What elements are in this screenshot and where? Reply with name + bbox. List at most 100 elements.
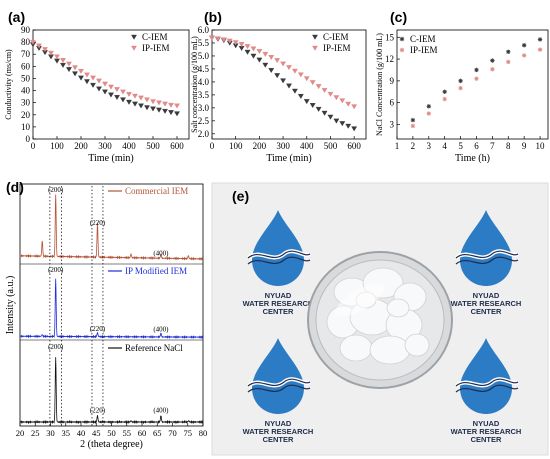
water-drop-icon xyxy=(460,210,512,286)
x-tick-label: 200 xyxy=(74,141,88,151)
data-point xyxy=(250,46,257,52)
xrd-series-line xyxy=(19,357,204,425)
y-tick-label: 4.5 xyxy=(198,64,210,74)
data-point xyxy=(144,105,150,111)
photo-border xyxy=(211,182,549,456)
data-point xyxy=(150,99,156,105)
data-point xyxy=(156,100,162,106)
peak-label: (400) xyxy=(153,407,169,415)
data-point xyxy=(30,39,36,45)
data-point xyxy=(309,103,316,109)
x-tick-label: 0 xyxy=(210,141,215,151)
logo-text: WATER RESEARCH xyxy=(243,427,314,436)
data-point xyxy=(138,103,144,109)
peak-label: (200) xyxy=(48,186,64,194)
wave-line xyxy=(247,250,311,259)
legend-label: Reference NaCl xyxy=(125,343,183,353)
x-tick-label: 25 xyxy=(31,428,40,438)
plot-frame xyxy=(19,183,204,427)
x-tick-label: 300 xyxy=(276,141,290,151)
data-point xyxy=(321,88,328,94)
wave-line xyxy=(247,384,311,393)
data-point xyxy=(78,75,84,81)
data-point xyxy=(90,75,96,81)
data-point xyxy=(315,106,322,112)
data-point xyxy=(132,101,138,107)
peak-label: (400) xyxy=(153,326,169,334)
data-point xyxy=(297,72,304,78)
x-tick-label: 600 xyxy=(347,141,361,151)
data-point xyxy=(60,62,66,68)
data-point xyxy=(54,58,60,64)
data-point xyxy=(268,68,275,74)
x-tick-label: 7 xyxy=(490,141,495,151)
data-point xyxy=(474,76,479,81)
data-point xyxy=(297,93,304,99)
data-point xyxy=(291,68,298,74)
data-point xyxy=(174,111,180,117)
logo-text: NYUAD xyxy=(265,419,292,428)
y-tick-label: 3 xyxy=(390,119,395,129)
data-point xyxy=(209,35,215,41)
x-tick-label: 1 xyxy=(395,141,400,151)
y-tick-label: 70 xyxy=(21,49,31,59)
wave-line xyxy=(455,378,519,387)
data-point xyxy=(280,61,287,67)
x-axis-label: Time (min) xyxy=(266,153,311,164)
data-point xyxy=(256,49,263,55)
data-point xyxy=(162,108,168,114)
x-tick-label: 5 xyxy=(458,141,463,151)
salt-crystal xyxy=(339,334,373,362)
data-point xyxy=(66,67,72,73)
legend-label: C-IEM xyxy=(142,32,168,42)
data-point xyxy=(114,87,120,93)
data-point xyxy=(232,40,239,46)
data-point xyxy=(345,123,352,129)
panel-label: (e) xyxy=(232,188,249,204)
data-point xyxy=(286,65,292,71)
y-tick-label: 80 xyxy=(21,37,31,47)
data-point xyxy=(268,55,275,61)
x-tick-label: 20 xyxy=(16,428,25,438)
data-point xyxy=(156,107,162,113)
x-tick-label: 40 xyxy=(77,428,86,438)
logo-text: NYUAD xyxy=(473,291,500,300)
y-tick-label: 20 xyxy=(21,110,31,120)
y-tick-label: 4.0 xyxy=(198,77,210,87)
data-point xyxy=(102,89,108,95)
data-point xyxy=(333,95,340,101)
x-tick-label: 500 xyxy=(146,141,160,151)
logo-text: WATER RESEARCH xyxy=(243,299,314,308)
legend-label: IP Modified IEM xyxy=(125,266,187,276)
panel-label: (d) xyxy=(6,179,24,195)
water-drop-icon xyxy=(252,210,304,286)
data-point xyxy=(48,50,54,56)
data-point xyxy=(303,99,310,105)
data-point xyxy=(442,96,447,102)
data-point xyxy=(114,95,120,101)
peak-label: (200) xyxy=(48,266,64,274)
legend-label: IP-IEM xyxy=(323,43,351,53)
data-point xyxy=(144,97,150,103)
data-point xyxy=(102,81,108,87)
logo-text: CENTER xyxy=(471,435,502,444)
wave-line xyxy=(455,384,519,393)
data-point xyxy=(309,80,316,86)
wave-line xyxy=(455,250,519,259)
legend-label: Commercial IEM xyxy=(125,186,188,196)
y-axis-label: NaCl Concentration (g/100 mL) xyxy=(375,33,384,136)
data-point xyxy=(345,101,352,107)
data-point xyxy=(168,110,174,116)
data-point xyxy=(60,58,66,64)
data-point xyxy=(537,37,543,42)
x-tick-label: 30 xyxy=(46,428,55,438)
data-point xyxy=(90,82,96,88)
data-point xyxy=(410,117,416,123)
data-point xyxy=(303,76,310,82)
logo-text: CENTER xyxy=(471,307,502,316)
x-tick-label: 500 xyxy=(324,141,338,151)
